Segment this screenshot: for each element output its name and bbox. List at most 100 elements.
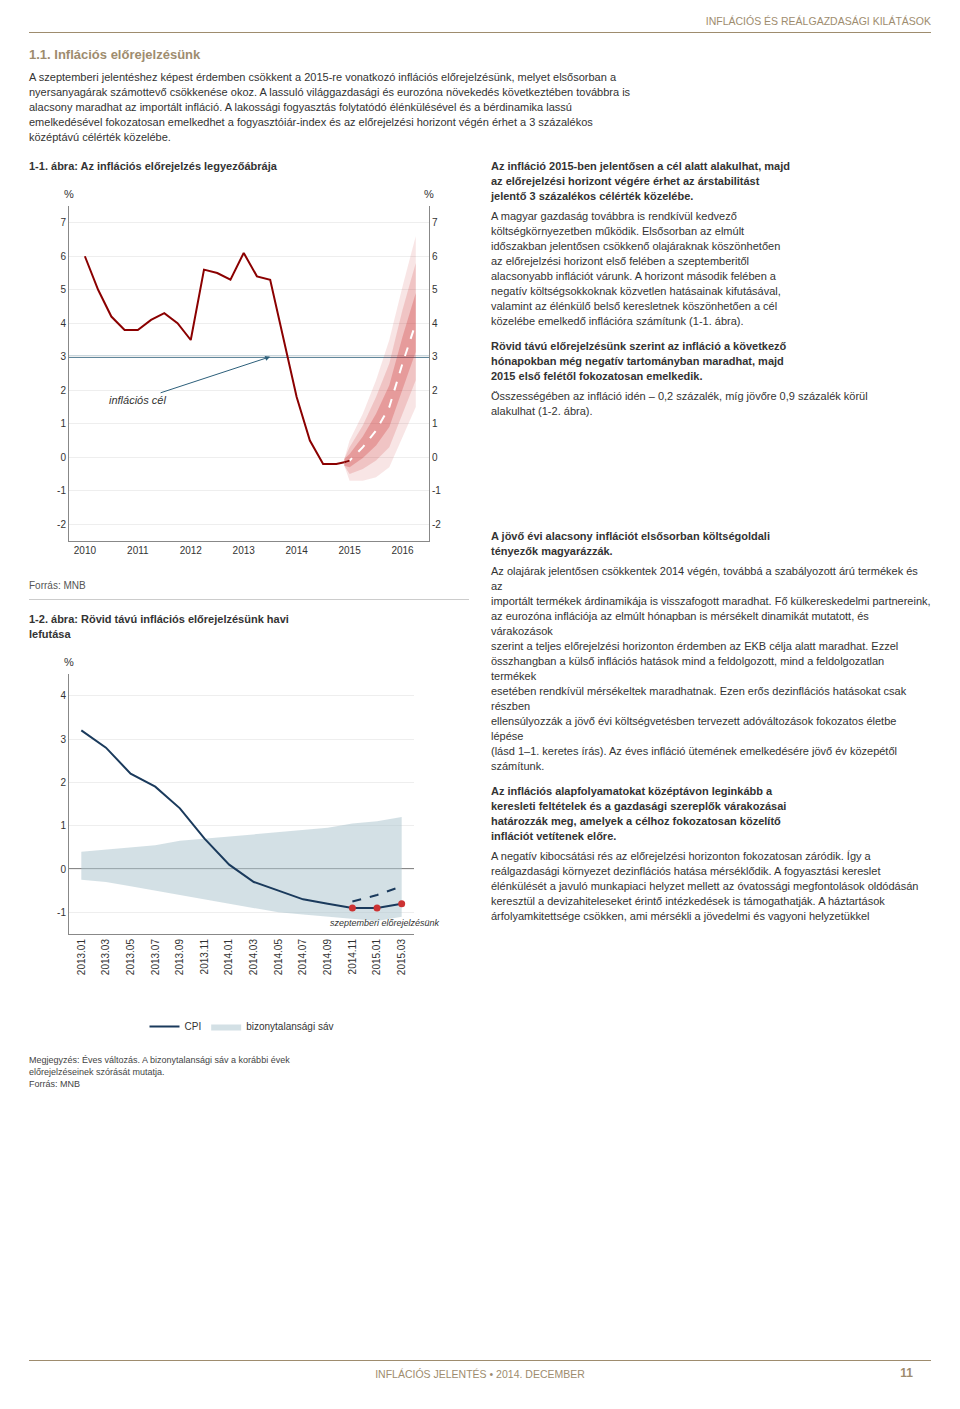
svg-text:6: 6 — [60, 251, 66, 262]
svg-text:7: 7 — [60, 217, 66, 228]
svg-text:3: 3 — [60, 734, 66, 745]
svg-text:-2: -2 — [57, 519, 66, 530]
svg-text:6: 6 — [432, 251, 438, 262]
svg-text:-1: -1 — [57, 485, 66, 496]
html-text:Az olajárak jelentősen csökken: Az olajárak jelentősen csökkentek 2014 v… — [491, 565, 918, 592]
html-text:nyersanyagárak számottevő csök: nyersanyagárak számottevő csökkenése oko… — [29, 86, 631, 98]
svg-text:3: 3 — [60, 351, 66, 362]
svg-text:2015.03: 2015.03 — [396, 939, 407, 976]
svg-text:2014.09: 2014.09 — [322, 939, 333, 976]
svg-text:2010: 2010 — [74, 545, 97, 556]
html-text:esetében rendkívül mérsékeltek: esetében rendkívül mérsékeltek maradhatn… — [491, 685, 907, 712]
svg-text:2016: 2016 — [391, 545, 414, 556]
svg-text:2: 2 — [60, 777, 66, 788]
svg-text:2015: 2015 — [338, 545, 361, 556]
svg-text:szeptemberi előrejelzésünk: szeptemberi előrejelzésünk — [330, 918, 440, 928]
svg-text:2: 2 — [432, 385, 438, 396]
svg-text:inflációs cél: inflációs cél — [109, 394, 166, 406]
html-text:időszakban jelentősen csökkenő: időszakban jelentősen csökkenő olajárakn… — [491, 240, 781, 252]
html-text:lefutása: lefutása — [29, 628, 71, 640]
html-text:A negatív kibocsátási rés az e: A negatív kibocsátási rés az előrejelzés… — [491, 850, 871, 862]
svg-text:4: 4 — [432, 318, 438, 329]
svg-text:2015.01: 2015.01 — [371, 939, 382, 976]
svg-text:%: % — [64, 188, 74, 200]
html-text:ellensúlyozzák a jövő évi költ: ellensúlyozzák a jövő évi költségvetésbe… — [491, 715, 897, 742]
svg-text:1: 1 — [432, 418, 438, 429]
html-text:A szeptemberi jelentéshez képe: A szeptemberi jelentéshez képest érdembe… — [29, 71, 616, 83]
html-text:importált termékek árdinamikáj: importált termékek árdinamikája is vissz… — [491, 595, 931, 607]
html-text:élénkülését a javuló munkapiac: élénkülését a javuló munkapiaci helyzet … — [491, 880, 919, 892]
svg-text:2013.11: 2013.11 — [199, 939, 210, 975]
html-text:keresleti feltételek és a gazd: keresleti feltételek és a gazdasági szer… — [491, 800, 787, 812]
html-text:az előrejelzési horizont végér: az előrejelzési horizont végére érhet az… — [491, 175, 760, 187]
html-text:11: 11 — [900, 1366, 913, 1380]
html-text:negatív költségsokkoknak közve: negatív költségsokkoknak közvetlen hatás… — [491, 285, 781, 297]
html-text:szerint a teljes előrejelzési: szerint a teljes előrejelzési horizonton… — [491, 640, 899, 652]
svg-text:7: 7 — [432, 217, 438, 228]
svg-text:%: % — [424, 188, 434, 200]
html-text:1-2. ábra: Rövid távú infláció: 1-2. ábra: Rövid távú inflációs előrejel… — [29, 613, 289, 625]
html-text:emelkedésével fokozatosan emel: emelkedésével fokozatosan emelkedhet a f… — [29, 116, 593, 128]
svg-text:2014.11: 2014.11 — [347, 939, 358, 975]
html-text:határozzák meg, amelyek a célh: határozzák meg, amelyek a célhoz fokozat… — [491, 815, 781, 827]
html-text:közelébe emelkedő inflációra s: közelébe emelkedő inflációra számítunk (… — [491, 315, 744, 327]
svg-text:1: 1 — [60, 820, 66, 831]
svg-text:-2: -2 — [432, 519, 441, 530]
svg-text:2: 2 — [60, 385, 66, 396]
html-text:1-1. ábra: Az inflációs előrej: 1-1. ábra: Az inflációs előrejelzés legy… — [29, 160, 277, 172]
svg-text:2011: 2011 — [127, 545, 149, 556]
html-text:valamint az élénkülő belső ker: valamint az élénkülő belső keresletnek k… — [491, 300, 778, 312]
html-text:(lásd 1–1. keretes írás). Az é: (lásd 1–1. keretes írás). Az éves inflác… — [491, 745, 897, 772]
html-text:alakulhat (1-2. ábra).: alakulhat (1-2. ábra). — [491, 405, 593, 417]
html-text:Az infláció 2015-ben jelentőse: Az infláció 2015-ben jelentősen a cél al… — [491, 160, 790, 172]
html-text:reálgazdasági környezet dezinf: reálgazdasági környezet dezinflációs hat… — [491, 865, 881, 877]
html-text:Az inflációs alapfolyamatokat: Az inflációs alapfolyamatokat középtávon… — [491, 785, 773, 797]
svg-text:2013: 2013 — [233, 545, 256, 556]
svg-text:-1: -1 — [57, 907, 66, 918]
html-text:Összességében az infláció idén: Összességében az infláció idén – 0,2 szá… — [491, 390, 868, 402]
svg-text:1: 1 — [60, 418, 66, 429]
html-text:A jövő évi alacsony inflációt: A jövő évi alacsony inflációt elsősorban… — [491, 530, 770, 542]
svg-text:4: 4 — [60, 318, 66, 329]
html-text:az eurozóna inflációja az elmú: az eurozóna inflációja az elmúlt hónapba… — [491, 610, 869, 637]
svg-text:2012: 2012 — [180, 545, 203, 556]
html-text:alacsony maradhat az importált: alacsony maradhat az importált infláció.… — [29, 101, 572, 113]
html-text:INFLÁCIÓS ÉS REÁLGAZDASÁGI KIL: INFLÁCIÓS ÉS REÁLGAZDASÁGI KILÁTÁSOK — [705, 15, 931, 27]
svg-text:5: 5 — [60, 284, 66, 295]
html-text:az előrejelzési horizont első: az előrejelzési horizont első felében a … — [491, 255, 749, 267]
svg-text:0: 0 — [60, 452, 66, 463]
svg-text:5: 5 — [432, 284, 438, 295]
svg-text:2013.09: 2013.09 — [174, 939, 185, 976]
html-text:inflációt vetítenek előre.: inflációt vetítenek előre. — [491, 830, 617, 842]
svg-text:2013.05: 2013.05 — [125, 939, 136, 976]
html-text:középtávú célérték közelébe.: középtávú célérték közelébe. — [29, 131, 171, 143]
html-text:keresztül a devizahiteleseket: keresztül a devizahiteleseket érintő int… — [491, 895, 885, 907]
svg-text:0: 0 — [432, 452, 438, 463]
svg-text:2014.01: 2014.01 — [223, 939, 234, 976]
html-text:összhangban a külső inflációs: összhangban a külső inflációs hatások mi… — [491, 655, 885, 682]
html-text:hónapokban még negatív tartomá: hónapokban még negatív tartományban mara… — [491, 355, 784, 367]
svg-text:0: 0 — [60, 864, 66, 875]
svg-text:bizonytalansági sáv: bizonytalansági sáv — [246, 1021, 333, 1032]
html-text:költségkörnyezetben működik. E: költségkörnyezetben működik. Elsősorban … — [491, 225, 745, 237]
html-text:tényezők magyarázzák.: tényezők magyarázzák. — [491, 545, 613, 557]
html-text:1.1. Inflációs előrejelzésünk: 1.1. Inflációs előrejelzésünk — [29, 47, 201, 62]
svg-text:%: % — [64, 656, 74, 668]
html-text:alacsonyabb inflációt várunk.: alacsonyabb inflációt várunk. A horizont… — [491, 270, 776, 282]
svg-text:2014.05: 2014.05 — [273, 939, 284, 976]
svg-text:CPI: CPI — [185, 1021, 202, 1032]
svg-text:2014: 2014 — [286, 545, 309, 556]
html-text:2015 első felétől fokozatosan: 2015 első felétől fokozatosan emelkedik. — [491, 370, 703, 382]
svg-text:2013.07: 2013.07 — [150, 939, 161, 976]
html-text:A magyar gazdaság továbbra is: A magyar gazdaság továbbra is rendkívül … — [491, 210, 737, 222]
html-text:Rövid távú előrejelzésünk szer: Rövid távú előrejelzésünk szerint az inf… — [491, 340, 787, 352]
svg-text:2014.07: 2014.07 — [297, 939, 308, 976]
svg-text:3: 3 — [432, 351, 438, 362]
svg-text:2013.01: 2013.01 — [76, 939, 87, 976]
html-text:jelentő 3 százalékos célérték: jelentő 3 százalékos célérték közelébe. — [491, 190, 694, 202]
html-text:árfolyamkitettsége csökken, am: árfolyamkitettsége csökken, ami mérsékli… — [491, 910, 870, 922]
svg-text:2013.03: 2013.03 — [100, 939, 111, 976]
svg-text:4: 4 — [60, 690, 66, 701]
svg-text:-1: -1 — [432, 485, 441, 496]
svg-text:2014.03: 2014.03 — [248, 939, 259, 976]
